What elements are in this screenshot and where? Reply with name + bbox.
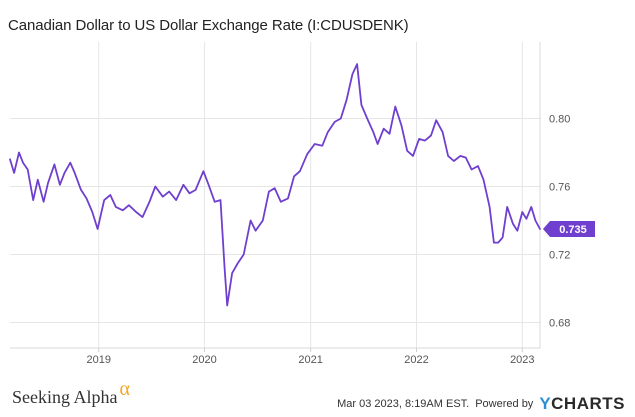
axis-labels: 0.68 0.72 0.76 0.80 2019 2020 2021 2022 2023 — [86, 114, 570, 367]
y-tick-label: 0.76 — [549, 182, 570, 194]
grid — [10, 42, 541, 352]
y-tick-label: 0.68 — [549, 318, 570, 330]
seeking-alpha-brand-text: Seeking Alpha — [12, 387, 118, 407]
seeking-alpha-logo[interactable]: Seeking Alpha α — [12, 378, 130, 409]
timestamp: Mar 03 2023, 8:19AM EST. — [337, 398, 470, 410]
powered-by-text: Powered by — [475, 398, 534, 410]
footer-attribution: Mar 03 2023, 8:19AM EST. Powered by YCHA… — [337, 394, 625, 414]
ycharts-logo-text: CHARTS — [551, 394, 625, 413]
x-tick-label: 2020 — [192, 354, 216, 366]
series-line — [9, 63, 541, 307]
x-tick-label: 2019 — [86, 354, 110, 366]
y-tick-label: 0.72 — [549, 250, 570, 262]
x-tick-label: 2021 — [298, 354, 322, 366]
ycharts-logo[interactable]: YCHARTS — [539, 394, 625, 414]
y-tick-label: 0.80 — [549, 114, 570, 126]
x-tick-label: 2022 — [404, 354, 428, 366]
last-value-label: 0.735 — [559, 224, 587, 236]
series-layer — [9, 63, 541, 307]
last-value-tag: 0.735 — [543, 221, 595, 237]
alpha-symbol-icon: α — [119, 378, 130, 400]
last-value-badge — [543, 221, 595, 237]
ycharts-logo-y: Y — [539, 394, 552, 413]
chart-title: Canadian Dollar to US Dollar Exchange Ra… — [8, 17, 409, 34]
x-tick-label: 2023 — [510, 354, 534, 366]
